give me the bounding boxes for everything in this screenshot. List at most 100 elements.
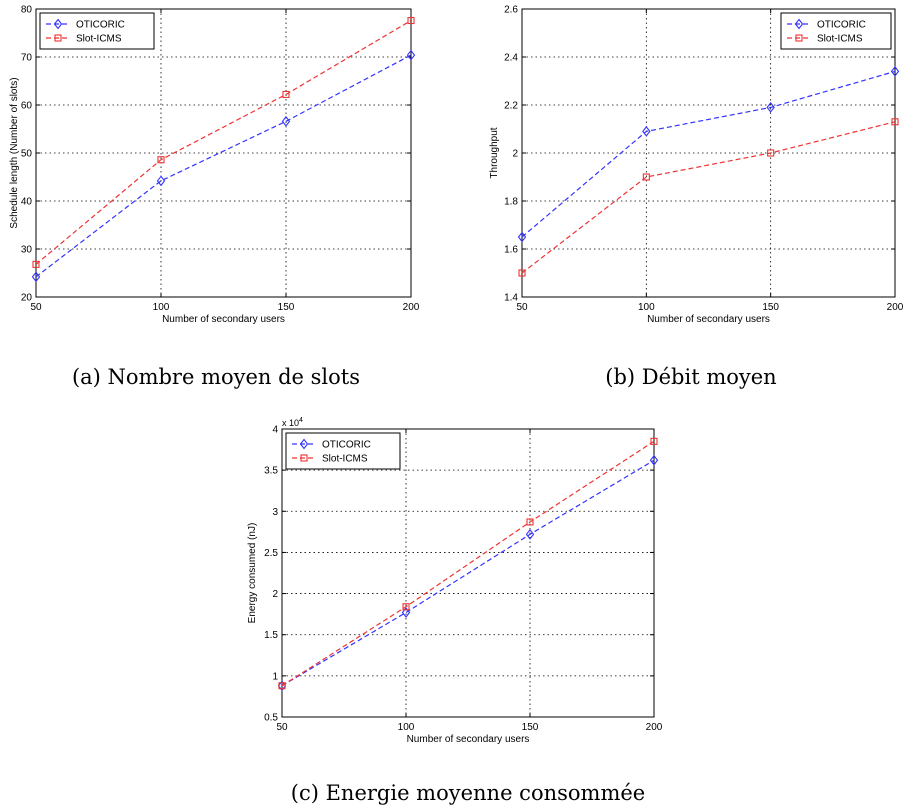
legend-item: Slot-ICMS: [292, 454, 368, 465]
figure-caption: (c) Energie moyenne consommée: [291, 781, 645, 805]
legend-label: OTICORIC: [817, 20, 866, 31]
diamond-marker: [281, 115, 291, 127]
diamond-marker: [53, 18, 63, 30]
figure-caption: (b) Débit moyen: [605, 365, 776, 389]
x-tick-label: 150: [762, 302, 779, 313]
x-tick-label: 200: [403, 302, 420, 313]
square-marker: [891, 118, 899, 126]
x-tick-label: 50: [516, 302, 528, 313]
legend: OTICORIC Slot-ICMS: [39, 12, 155, 50]
chart-panel-1: 50 100 150 200 20 30 40 50 60 70 80 Number of secon…: [9, 5, 420, 390]
y-tick-label: 70: [21, 53, 33, 64]
y-tick-label: 1.8: [504, 197, 518, 208]
legend-item: Slot-ICMS: [787, 34, 863, 45]
square-marker: [32, 260, 40, 268]
series-line: [35, 20, 412, 265]
legend-item: OTICORIC: [292, 438, 371, 451]
series-oticoric: [277, 454, 659, 692]
x-tick-label: 150: [278, 302, 295, 313]
chart-panel-2: 50 100 150 200 1.4 1.6 1.8 2 2.2 2.4 2.6 Number of …: [489, 5, 903, 390]
x-tick-label: 100: [153, 302, 170, 313]
legend-item: OTICORIC: [787, 18, 866, 31]
series-oticoric: [31, 49, 416, 283]
series-line: [521, 121, 896, 274]
y-tick-label: 4: [272, 425, 278, 436]
y-axis-label: Schedule length (Number of slots): [9, 77, 20, 228]
series-line: [35, 54, 412, 278]
y-tick-label: 50: [21, 149, 33, 160]
series-line: [521, 70, 896, 238]
legend-box: [39, 12, 155, 50]
y-tick-label: 40: [21, 197, 33, 208]
plot-frame: [35, 8, 412, 298]
legend-box: [780, 12, 892, 50]
y-tick-label: 1.4: [504, 293, 518, 304]
y-tick-label: 3: [272, 507, 278, 518]
series-slot-icms: [518, 118, 899, 277]
diamond-marker: [642, 126, 651, 137]
square-marker: [157, 156, 165, 164]
y-tick-label: 2.2: [504, 101, 518, 112]
diamond-marker: [401, 607, 411, 618]
x-axis-label: Number of secondary users: [162, 314, 285, 325]
x-tick-label: 100: [398, 722, 415, 733]
y-tick-label: 3.5: [264, 466, 278, 477]
square-marker: [526, 518, 534, 526]
diamond-marker: [517, 231, 527, 243]
y-axis-label: Throughput: [489, 127, 500, 178]
diamond-marker: [794, 18, 804, 30]
y-tick-label: 80: [21, 5, 33, 16]
legend-label: Slot-ICMS: [76, 34, 122, 45]
legend-item: OTICORIC: [46, 18, 125, 31]
y-tick-label: 30: [21, 245, 33, 256]
x-tick-label: 150: [522, 722, 539, 733]
legend-label: OTICORIC: [322, 440, 371, 451]
square-marker: [278, 682, 286, 690]
diamond-marker: [649, 454, 659, 466]
y-tick-label: 2.6: [504, 5, 518, 16]
diamond-marker: [525, 528, 535, 540]
diamond-marker: [156, 175, 166, 187]
legend-box: [285, 432, 401, 470]
diamond-marker: [299, 438, 309, 450]
legend-label: Slot-ICMS: [817, 34, 863, 45]
plot-frame: [521, 8, 896, 298]
y-tick-label: 0.5: [264, 713, 278, 724]
square-marker: [767, 149, 775, 157]
square-marker: [795, 34, 803, 42]
square-marker: [282, 90, 290, 98]
series-slot-icms: [278, 437, 658, 690]
series-slot-icms: [32, 16, 415, 268]
square-marker: [650, 437, 658, 445]
y-tick-label: 2.4: [504, 53, 518, 64]
x-tick-label: 50: [30, 302, 42, 313]
square-marker: [300, 454, 308, 462]
plot-frame: [281, 428, 655, 718]
series-oticoric: [517, 66, 900, 243]
x-tick-label: 200: [646, 722, 663, 733]
legend: OTICORIC Slot-ICMS: [780, 12, 892, 50]
y-scale-exponent: 4: [299, 417, 303, 424]
x-axis-label: Number of secondary users: [647, 314, 770, 325]
series-line: [281, 459, 655, 687]
diamond-marker: [766, 102, 775, 113]
x-tick-label: 200: [887, 302, 903, 313]
y-tick-label: 20: [21, 293, 33, 304]
legend-label: OTICORIC: [76, 20, 125, 31]
y-tick-label: 1: [272, 671, 278, 682]
y-tick-label: 60: [21, 101, 33, 112]
legend-label: Slot-ICMS: [322, 454, 368, 465]
y-tick-label: 1.6: [504, 245, 518, 256]
y-scale-base: x 10: [282, 418, 299, 428]
square-marker: [54, 34, 62, 42]
y-tick-label: 2: [272, 589, 278, 600]
square-marker: [642, 173, 650, 181]
legend: OTICORIC Slot-ICMS: [285, 432, 401, 470]
x-axis-label: Number of secondary users: [407, 734, 530, 745]
legend-item: Slot-ICMS: [46, 34, 122, 45]
diamond-marker: [406, 49, 416, 61]
x-tick-label: 50: [276, 722, 288, 733]
figure-caption: (a) Nombre moyen de slots: [72, 365, 360, 389]
chart-panel-3: 50 100 150 200 0.5 1 1.5 2 2.5 3 3.5 4 Number of sec…: [247, 417, 663, 805]
